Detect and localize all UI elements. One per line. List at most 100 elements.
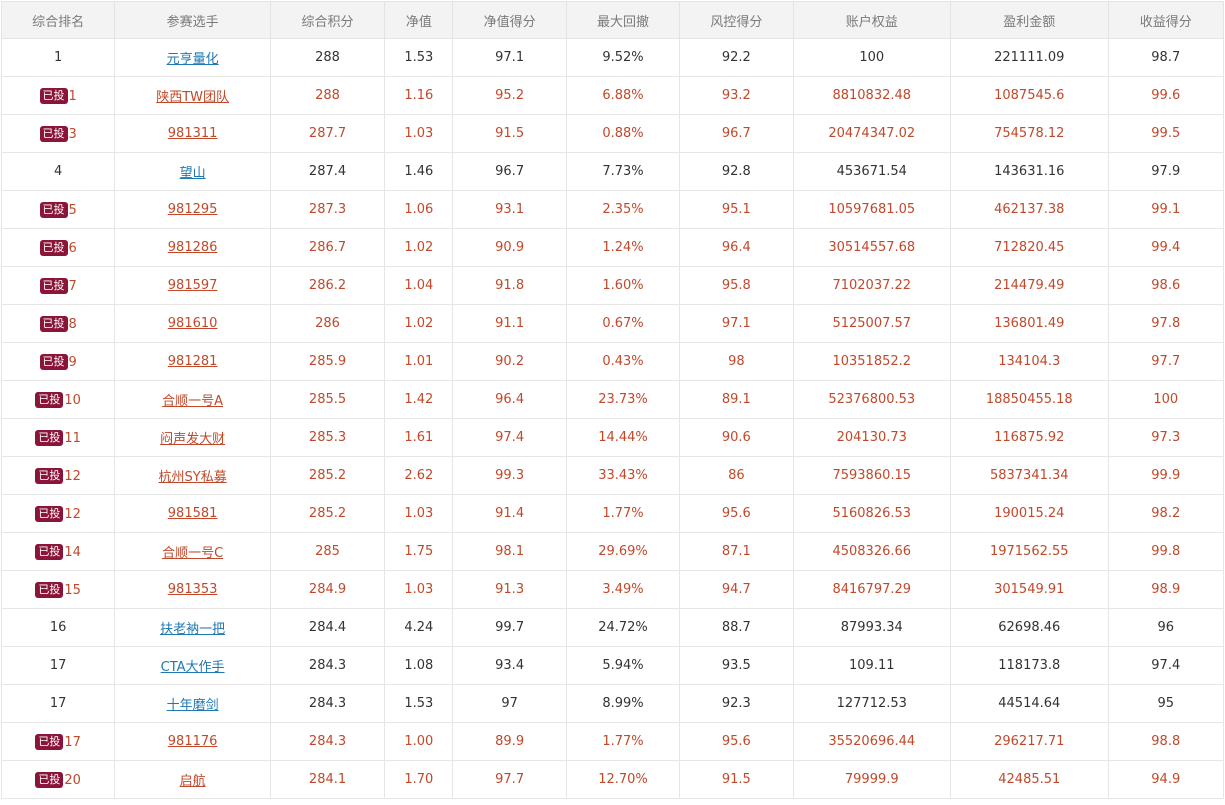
table-row: 已投 7 981597 286.2 1.04 91.8 1.60% 95.8 71… — [0, 266, 1225, 305]
player-name-link[interactable]: CTA大作手 — [160, 660, 225, 675]
max-drawdown-cell: 1.24% — [565, 228, 681, 267]
profit-cell: 143631.16 — [950, 152, 1109, 191]
equity-cell: 7593860.15 — [792, 456, 952, 495]
rank-value: 17 — [49, 696, 67, 711]
max-drawdown-cell: 2.35% — [565, 190, 681, 229]
rank-cell: 17 — [0, 646, 116, 685]
player-name-link[interactable]: 陕西TW团队 — [156, 90, 229, 105]
player-name-link[interactable]: 981176 — [167, 734, 218, 749]
return-score-cell: 97.7 — [1107, 342, 1225, 381]
player-name-link[interactable]: 闷声发大财 — [160, 432, 226, 447]
table-row: 已投 14 合顺一号C 285 1.75 98.1 29.69% 87.1 450… — [0, 532, 1225, 571]
rank-cell: 已投 6 — [0, 228, 116, 267]
risk-score-cell: 96.7 — [679, 114, 794, 153]
equity-cell: 8810832.48 — [792, 76, 952, 115]
score-cell: 287.3 — [269, 190, 386, 229]
equity-cell: 109.11 — [792, 646, 952, 685]
rank-cell: 已投 12 — [0, 494, 116, 533]
player-name-link[interactable]: 981311 — [167, 126, 218, 141]
score-cell: 286.7 — [269, 228, 386, 267]
risk-score-cell: 98 — [679, 342, 794, 381]
player-name-link[interactable]: 望山 — [179, 166, 206, 181]
rank-cell: 已投 3 — [0, 114, 116, 153]
rank-cell: 已投 5 — [0, 190, 116, 229]
nav-cell: 1.42 — [384, 380, 454, 419]
player-cell: 981286 — [114, 228, 271, 267]
col-header-nav-score: 净值得分 — [452, 1, 567, 39]
max-drawdown-cell: 8.99% — [565, 684, 681, 723]
rank-value: 1 — [54, 50, 63, 65]
nav-score-cell: 95.2 — [452, 76, 567, 115]
player-cell: 扶老衲一把 — [114, 608, 271, 647]
equity-cell: 5125007.57 — [792, 304, 952, 343]
player-name-link[interactable]: 扶老衲一把 — [160, 622, 226, 637]
nav-cell: 1.75 — [384, 532, 454, 571]
invested-badge: 已投 — [39, 353, 68, 370]
invested-badge: 已投 — [35, 771, 64, 788]
rank-cell: 已投 1 — [0, 76, 116, 115]
nav-score-cell: 99.3 — [452, 456, 567, 495]
equity-cell: 8416797.29 — [792, 570, 952, 609]
player-name-link[interactable]: 杭州SY私募 — [158, 470, 227, 485]
table-row: 已投 3 981311 287.7 1.03 91.5 0.88% 96.7 20… — [0, 114, 1225, 153]
player-cell: 望山 — [114, 152, 271, 191]
col-header-nav: 净值 — [384, 1, 454, 39]
table-row: 17 CTA大作手 284.3 1.08 93.4 5.94% 93.5 109… — [0, 646, 1225, 685]
table-row: 已投 15 981353 284.9 1.03 91.3 3.49% 94.7 8… — [0, 570, 1225, 609]
player-cell: 981281 — [114, 342, 271, 381]
nav-score-cell: 99.7 — [452, 608, 567, 647]
return-score-cell: 98.2 — [1107, 494, 1225, 533]
player-name-link[interactable]: 元亨量化 — [166, 52, 219, 67]
player-cell: 陕西TW团队 — [114, 76, 271, 115]
rank-value: 20 — [64, 772, 81, 788]
nav-cell: 1.16 — [384, 76, 454, 115]
invested-badge: 已投 — [35, 505, 64, 522]
player-name-link[interactable]: 启航 — [179, 774, 206, 789]
equity-cell: 52376800.53 — [792, 380, 952, 419]
player-name-link[interactable]: 981353 — [167, 582, 218, 597]
equity-cell: 10597681.05 — [792, 190, 952, 229]
invested-badge: 已投 — [39, 87, 68, 104]
col-header-equity: 账户权益 — [792, 1, 952, 39]
player-cell: 合顺一号A — [114, 380, 271, 419]
player-cell: 杭州SY私募 — [114, 456, 271, 495]
player-name-link[interactable]: 合顺一号A — [162, 394, 224, 409]
nav-cell: 2.62 — [384, 456, 454, 495]
risk-score-cell: 94.7 — [679, 570, 794, 609]
player-cell: 启航 — [114, 760, 271, 799]
max-drawdown-cell: 1.77% — [565, 494, 681, 533]
profit-cell: 462137.38 — [950, 190, 1109, 229]
nav-score-cell: 91.1 — [452, 304, 567, 343]
player-name-link[interactable]: 981286 — [167, 240, 218, 255]
player-name-link[interactable]: 合顺一号C — [162, 546, 224, 561]
risk-score-cell: 95.6 — [679, 494, 794, 533]
nav-cell: 1.01 — [384, 342, 454, 381]
equity-cell: 127712.53 — [792, 684, 952, 723]
score-cell: 284.1 — [269, 760, 386, 799]
player-name-link[interactable]: 981281 — [167, 354, 218, 369]
equity-cell: 5160826.53 — [792, 494, 952, 533]
player-name-link[interactable]: 981610 — [167, 316, 218, 331]
invested-badge: 已投 — [39, 315, 68, 332]
player-name-link[interactable]: 981597 — [167, 278, 218, 293]
score-cell: 285 — [269, 532, 386, 571]
rank-value: 11 — [64, 430, 81, 446]
risk-score-cell: 86 — [679, 456, 794, 495]
col-header-player: 参赛选手 — [114, 1, 271, 39]
return-score-cell: 98.9 — [1107, 570, 1225, 609]
rank-value: 9 — [68, 354, 77, 370]
player-name-link[interactable]: 981295 — [167, 202, 218, 217]
return-score-cell: 97.3 — [1107, 418, 1225, 457]
score-cell: 286.2 — [269, 266, 386, 305]
player-name-link[interactable]: 981581 — [167, 506, 218, 521]
rank-value: 8 — [68, 316, 77, 332]
equity-cell: 30514557.68 — [792, 228, 952, 267]
score-cell: 287.4 — [269, 152, 386, 191]
nav-score-cell: 97.7 — [452, 760, 567, 799]
player-name-link[interactable]: 十年磨剑 — [166, 698, 219, 713]
player-cell: 981610 — [114, 304, 271, 343]
nav-score-cell: 89.9 — [452, 722, 567, 761]
nav-score-cell: 93.4 — [452, 646, 567, 685]
col-header-risk-score: 风控得分 — [679, 1, 794, 39]
score-cell: 284.3 — [269, 646, 386, 685]
